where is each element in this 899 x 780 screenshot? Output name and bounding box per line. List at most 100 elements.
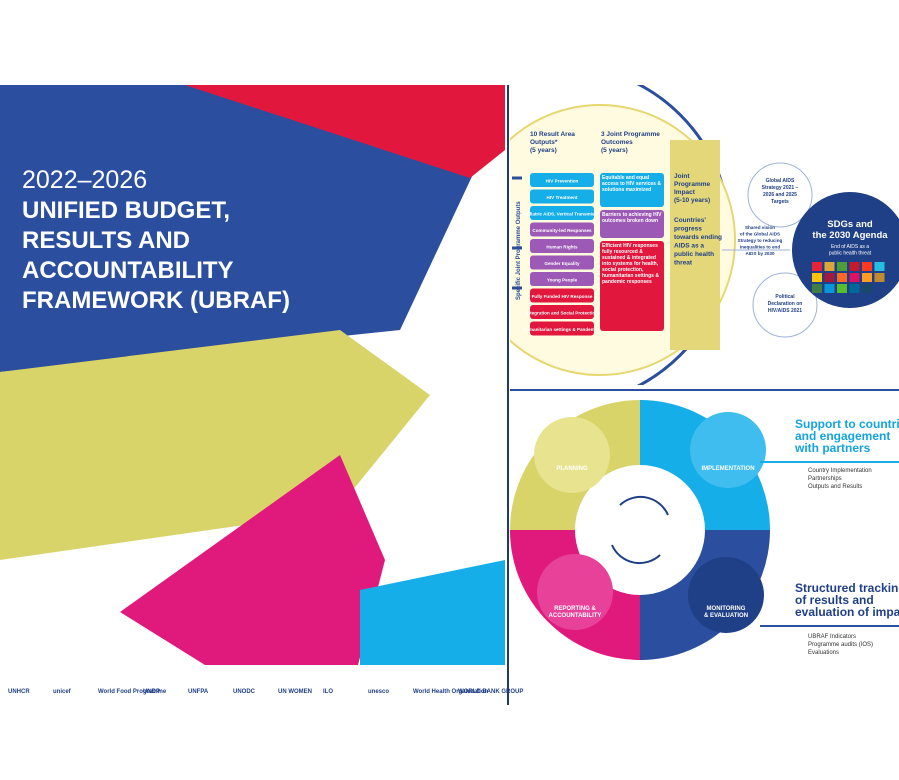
declaration-text: Declaration on [768, 301, 803, 307]
support-item: Outputs and Results [808, 484, 862, 490]
sdg-icon [862, 262, 872, 271]
vision-text: Shared vision [745, 225, 775, 230]
column-header: 3 Joint Programme [601, 131, 660, 138]
cover-art [0, 85, 505, 665]
reporting-label: REPORTING & [554, 606, 596, 612]
output-box [530, 321, 594, 336]
side-label: Specific Joint Programme Outputs [516, 201, 522, 300]
impact-header: Programme [674, 181, 711, 188]
vision-text: AIDS by 2030 [745, 251, 775, 256]
output-box [530, 189, 594, 204]
tracking-item: UBRAF Indicators [808, 634, 856, 640]
tracking-heading: Structured tracking [795, 581, 899, 595]
support-heading: and engagement [795, 429, 890, 443]
output-label: Community-led Responses [532, 228, 592, 233]
output-label: Paediatric AIDS, Vertical Transmission [520, 212, 604, 217]
impact-text: towards ending [674, 234, 722, 241]
reporting-circle [537, 554, 613, 630]
column-header: (5 years) [530, 147, 557, 154]
outcome-box [600, 173, 664, 207]
output-label: HIV Treatment [547, 195, 578, 200]
output-box [530, 272, 594, 286]
planning-label: PLANNING [556, 466, 588, 472]
logo: UNODC [233, 689, 256, 695]
output-label: Young People [547, 278, 578, 283]
output-label: Humanitarian settings & Pandemics [523, 327, 602, 332]
logo: World Food Programme [98, 689, 167, 695]
arrows [512, 176, 522, 290]
output-label: Human Rights [546, 245, 578, 250]
logo: World Health Organization [413, 689, 489, 695]
sdg-icon [874, 262, 885, 271]
monitoring-label: MONITORING [707, 606, 746, 612]
logo: UN WOMEN [278, 689, 312, 695]
sdg-icon [849, 273, 860, 282]
sdg-icon [837, 284, 847, 293]
outcome-wrap: Equitable and equal access to HIV servic… [602, 175, 661, 193]
column-header: Outputs* [530, 139, 558, 146]
impact-header: Impact [674, 189, 696, 196]
impact-text: public health [674, 251, 714, 258]
sdg-title: the 2030 Agenda [812, 230, 888, 241]
logo: UNFPA [188, 689, 209, 695]
sdg-icon [824, 284, 835, 293]
output-label: Gender Equality [544, 261, 580, 266]
support-heading: with partners [794, 441, 871, 455]
declaration-circle [752, 272, 818, 338]
cover-years: 2022–2026 [22, 166, 147, 194]
outcome-wrap: Efficient HIV responses fully resourced … [602, 243, 659, 285]
vision-text: inequalities to end [740, 245, 781, 250]
output-box [530, 305, 594, 319]
sdg-icon [812, 262, 822, 271]
monitoring-label: & EVALUATION [704, 613, 748, 619]
sdg-icon [862, 273, 872, 282]
tracking-item: Evaluations [808, 650, 839, 656]
column-header: Outcomes [601, 139, 633, 146]
planning-circle [534, 417, 610, 493]
outcome-box [600, 241, 664, 331]
vision-text: of the Global AIDS [740, 232, 780, 237]
declaration-text: HIV/AIDS 2021 [768, 308, 802, 314]
magenta-shape [120, 455, 385, 665]
output-label: Fully Funded HIV Response [532, 294, 593, 299]
sdg-icon [849, 262, 860, 271]
sdg-icon [862, 284, 872, 293]
support-heading: Support to countri [795, 417, 899, 431]
cover-title: UNIFIED BUDGET, RESULTS AND ACCOUNTABILITY… [22, 197, 290, 314]
support-item: Country Implementation [808, 468, 872, 474]
output-box [530, 288, 594, 303]
red-shape [185, 85, 505, 178]
sdg-icon [812, 284, 822, 293]
vision-text: Strategy to reducing [738, 238, 783, 243]
sdg-icon [824, 262, 835, 271]
logo: UNDP [143, 689, 160, 695]
sdg-title: SDGs and [827, 219, 873, 230]
sdg-icon [874, 273, 885, 282]
strategy-text: 2026 and 2025 [763, 192, 797, 198]
outcome-label: Efficient HIV responses fully resourced … [602, 243, 659, 285]
logo: unesco [368, 689, 389, 695]
sdg-icon [824, 273, 835, 282]
outcome-wrap: Barriers to achieving HIV outcomes broke… [602, 212, 662, 224]
tracking-heading: evaluation of impa [795, 605, 899, 619]
output-label: HIV Prevention [546, 179, 579, 184]
logo: ILO [323, 689, 333, 695]
cycle-arrows [611, 495, 669, 565]
output-box [530, 255, 594, 270]
cycle-text: MONITORING& EVALUATION REPORTING &ACCOUNT… [549, 417, 899, 656]
reporting-label: ACCOUNTABILITY [549, 613, 602, 619]
logo: WORLD BANK GROUP [458, 689, 523, 695]
support-item: Partnerships [808, 476, 842, 482]
declaration-text: Political [775, 294, 795, 300]
sdg-text: public health threat [829, 251, 872, 257]
strategy-text: Strategy 2021 – [762, 185, 799, 191]
outcome-label: Barriers to achieving HIV outcomes broke… [602, 212, 662, 224]
strategy-circle [747, 162, 813, 228]
strategy-text: Targets [771, 199, 789, 205]
cycle-diagram [510, 400, 899, 660]
sdg-icon [812, 273, 822, 282]
logo: unicef [53, 689, 72, 695]
cover-title-line: ACCOUNTABILITY [22, 257, 234, 284]
